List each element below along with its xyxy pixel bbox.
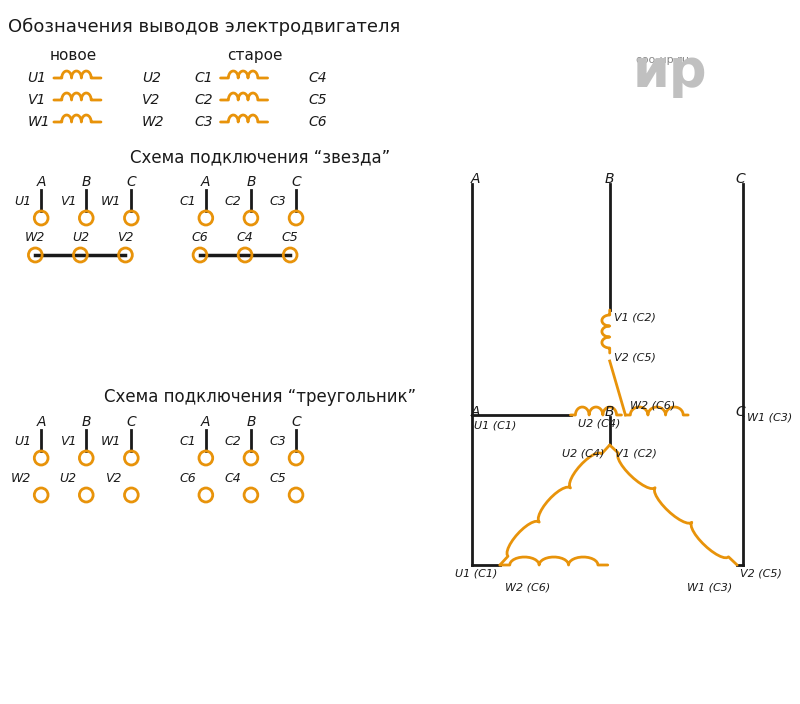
Text: A: A [470,405,480,419]
Text: C6: C6 [191,231,208,244]
Text: V2: V2 [105,472,122,485]
Text: V1: V1 [27,93,46,107]
Text: C6: C6 [179,472,196,485]
Text: C1: C1 [194,71,213,85]
Text: U2 (C4): U2 (C4) [578,418,621,428]
Text: A: A [37,175,46,189]
Text: новое: новое [50,48,97,63]
Text: старое: старое [227,48,282,63]
Text: V2: V2 [118,231,134,244]
Text: C: C [291,415,301,429]
Text: U1 (C1): U1 (C1) [454,568,497,578]
Text: V1 (C2): V1 (C2) [614,312,655,322]
Text: B: B [246,175,256,189]
Text: W2 (C6): W2 (C6) [505,583,550,593]
Text: C: C [735,172,745,186]
Text: Схема подключения “треугольник”: Схема подключения “треугольник” [104,388,416,406]
Text: V1 (C2): V1 (C2) [614,448,657,458]
Text: C2: C2 [224,435,241,448]
Text: W2: W2 [25,231,46,244]
Text: B: B [82,175,91,189]
Text: C1: C1 [179,435,196,448]
Text: C: C [126,415,136,429]
Text: A: A [470,172,480,186]
Text: C2: C2 [224,195,241,208]
Text: C4: C4 [237,231,254,244]
Text: V2 (C5): V2 (C5) [614,353,655,363]
Text: W1 (C3): W1 (C3) [747,413,792,423]
Text: C1: C1 [179,195,196,208]
Text: V2: V2 [142,93,161,107]
Text: ooo-up.ru: ooo-up.ru [635,55,690,65]
Text: V1: V1 [60,435,77,448]
Text: A: A [37,415,46,429]
Text: C3: C3 [270,435,286,448]
Text: U2: U2 [142,71,161,85]
Text: U1: U1 [14,435,31,448]
Text: C6: C6 [309,115,327,129]
Text: W2 (C6): W2 (C6) [630,400,675,410]
Text: C5: C5 [282,231,298,244]
Text: B: B [246,415,256,429]
Text: U2: U2 [72,231,89,244]
Text: C5: C5 [309,93,327,107]
Text: W2: W2 [11,472,31,485]
Text: A: A [201,175,210,189]
Text: C: C [735,405,745,419]
Text: A: A [201,415,210,429]
Text: ир: ир [632,46,707,98]
Text: B: B [605,405,614,419]
Text: C: C [126,175,136,189]
Text: Схема подключения “звезда”: Схема подключения “звезда” [130,148,390,166]
Text: W1 (C3): W1 (C3) [687,583,732,593]
Text: W1: W1 [27,115,50,129]
Text: U2: U2 [59,472,77,485]
Text: W2: W2 [142,115,165,129]
Text: C4: C4 [224,472,241,485]
Text: C: C [291,175,301,189]
Text: C4: C4 [309,71,327,85]
Text: B: B [605,172,614,186]
Text: W1: W1 [101,195,122,208]
Text: C5: C5 [270,472,286,485]
Text: C2: C2 [194,93,213,107]
Text: V2 (C5): V2 (C5) [740,568,782,578]
Text: Обозначения выводов электродвигателя: Обозначения выводов электродвигателя [8,18,400,36]
Text: C3: C3 [194,115,213,129]
Text: U2 (C4): U2 (C4) [562,448,605,458]
Text: W1: W1 [101,435,122,448]
Text: U1: U1 [14,195,31,208]
Text: B: B [82,415,91,429]
Text: V1: V1 [60,195,77,208]
Text: U1 (C1): U1 (C1) [474,420,517,430]
Text: C3: C3 [270,195,286,208]
Text: U1: U1 [27,71,46,85]
